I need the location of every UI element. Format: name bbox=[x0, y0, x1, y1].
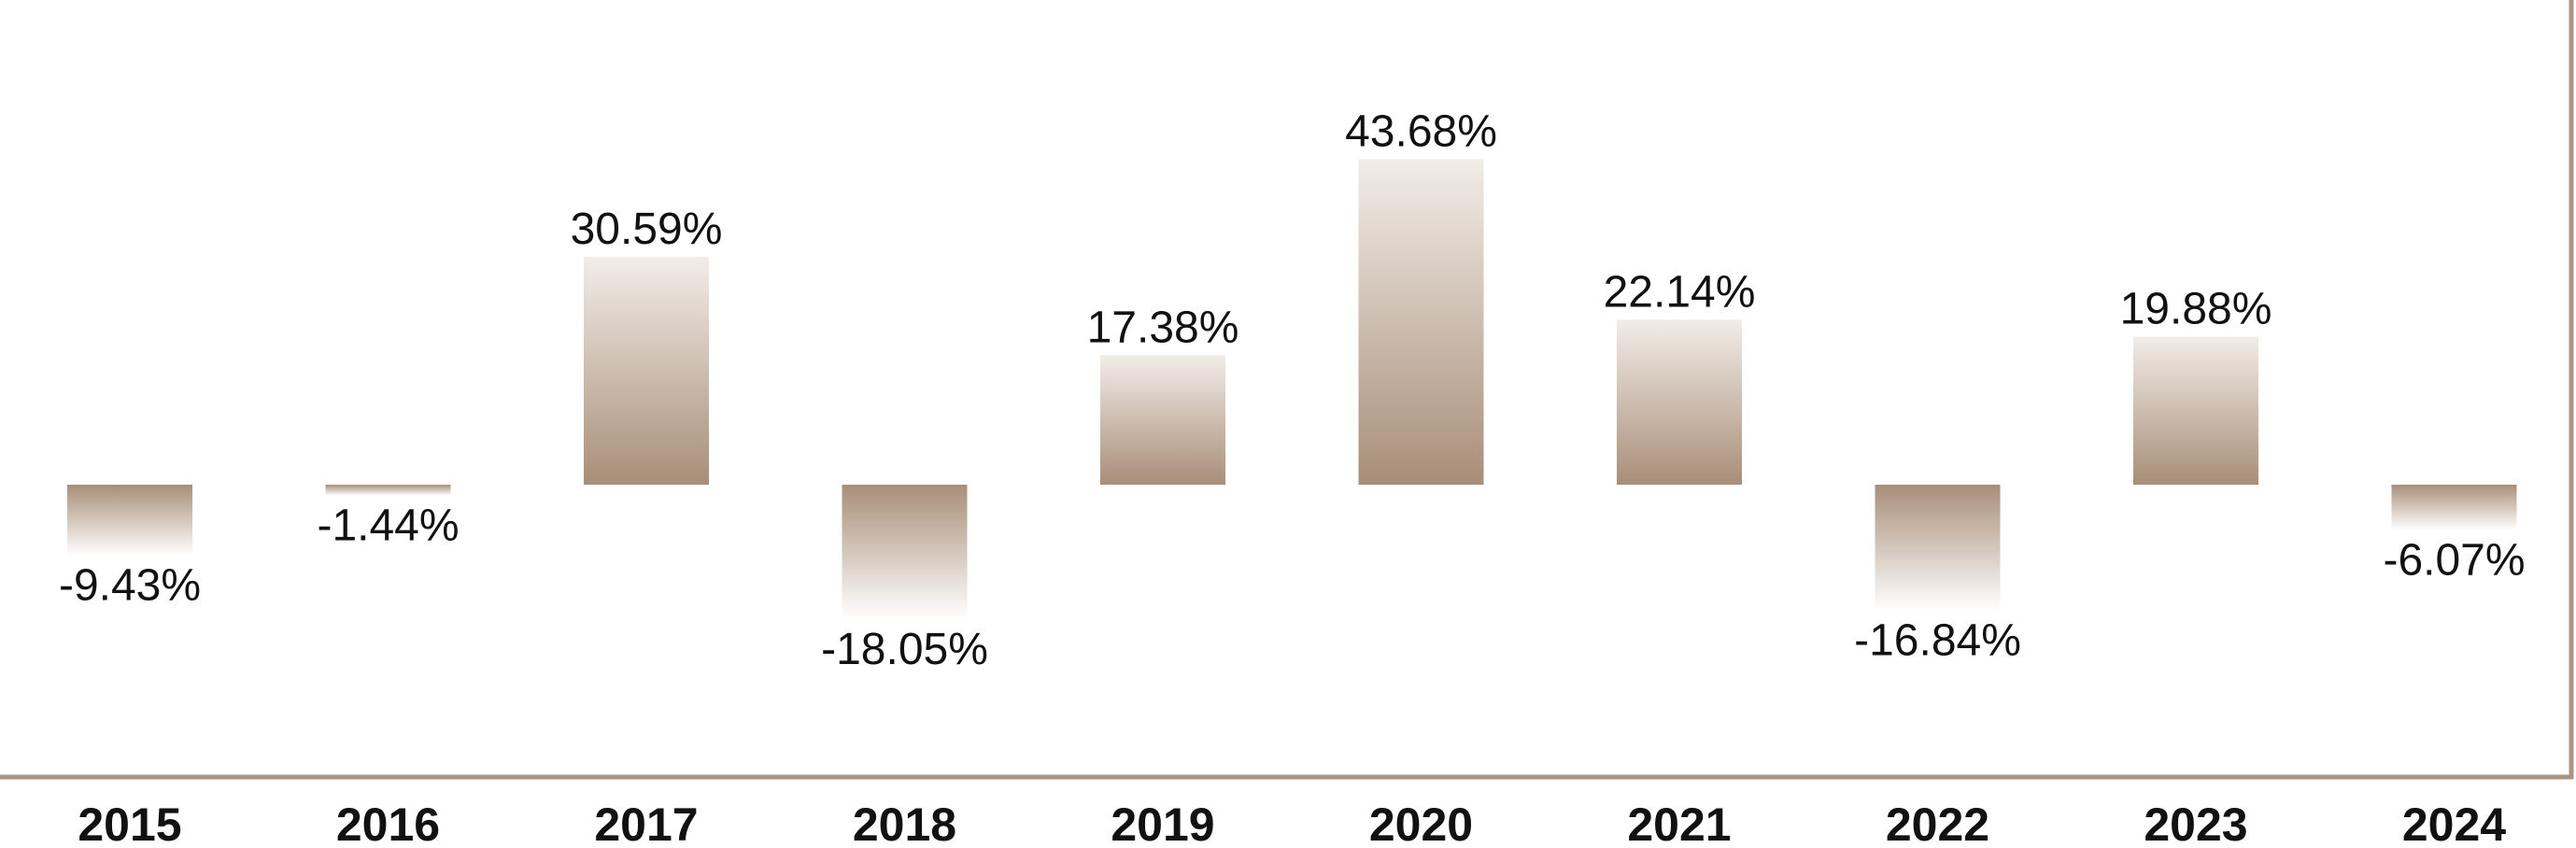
value-label-2016: -1.44% bbox=[317, 502, 459, 551]
chart-frame bbox=[0, 0, 2574, 780]
bar-2018 bbox=[842, 485, 968, 619]
bar-2024 bbox=[2391, 485, 2517, 530]
bars-group bbox=[67, 159, 2517, 619]
value-label-2019: 17.38% bbox=[1087, 303, 1239, 352]
value-label-2017: 30.59% bbox=[571, 205, 723, 254]
value-label-2015: -9.43% bbox=[59, 560, 201, 610]
bar-2016 bbox=[325, 485, 451, 496]
x-tick-label-2015: 2015 bbox=[78, 799, 181, 848]
bar-2015 bbox=[67, 485, 192, 556]
bar-2021 bbox=[1617, 319, 1742, 485]
x-tick-label-2018: 2018 bbox=[853, 799, 956, 848]
x-tick-labels-group: 2015 2016 2017 2018 2019 2020 2021 2022 2023 2024 bbox=[78, 799, 2506, 848]
bar-2023 bbox=[2133, 336, 2258, 485]
bar-2022 bbox=[1875, 485, 2001, 611]
bar-2020 bbox=[1358, 159, 1484, 485]
value-label-2020: 43.68% bbox=[1345, 106, 1497, 156]
bar-2019 bbox=[1100, 355, 1225, 485]
value-label-2023: 19.88% bbox=[2120, 284, 2272, 333]
x-tick-label-2017: 2017 bbox=[594, 799, 698, 848]
x-tick-label-2023: 2023 bbox=[2144, 799, 2247, 848]
bar-2017 bbox=[584, 256, 709, 485]
x-tick-label-2016: 2016 bbox=[336, 799, 440, 848]
value-labels-group: -9.43% -1.44% 30.59% -18.05% 17.38% 43.68% 22.… bbox=[59, 106, 2526, 674]
x-tick-label-2021: 2021 bbox=[1627, 799, 1731, 848]
x-tick-label-2024: 2024 bbox=[2402, 799, 2506, 848]
x-tick-label-2022: 2022 bbox=[1886, 799, 1989, 848]
value-label-2018: -18.05% bbox=[821, 625, 988, 674]
x-tick-label-2020: 2020 bbox=[1369, 799, 1473, 848]
value-label-2021: 22.14% bbox=[1604, 267, 1756, 317]
value-label-2024: -6.07% bbox=[2383, 535, 2525, 585]
x-tick-label-2019: 2019 bbox=[1111, 799, 1214, 848]
value-label-2022: -16.84% bbox=[1854, 615, 2021, 665]
